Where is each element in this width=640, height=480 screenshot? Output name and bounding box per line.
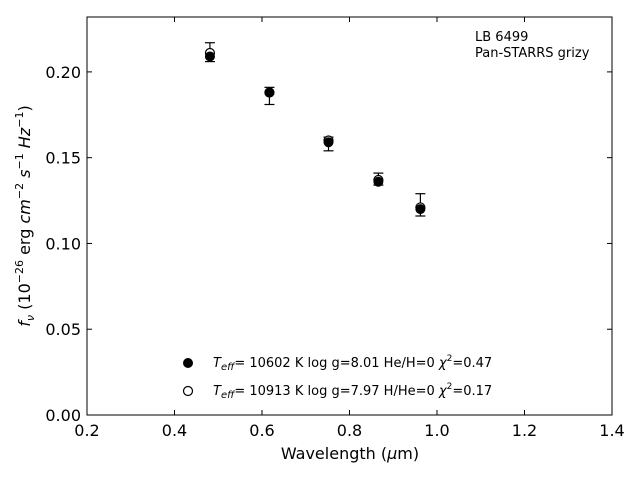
y-tick-label: 0.10 — [45, 234, 81, 253]
ticks: 0.2 0.4 0.6 0.8 1.0 1.2 1.4 0.00 0.05 0.10 0.15 0.2… — [45, 17, 625, 440]
x-tick-label: 0.2 — [74, 421, 99, 440]
x-tick-label: 0.4 — [162, 421, 187, 440]
x-tick-label: 1.2 — [512, 421, 537, 440]
y-tick-label: 0.20 — [45, 63, 81, 82]
annotation-line-2: Pan-STARRS grizy — [475, 46, 590, 61]
x-tick-label: 1.4 — [599, 421, 624, 440]
model-point-filled — [204, 51, 215, 62]
legend-entry-1: Teff= 10602 K log g=8.01 He/H=0 χ2=0.47 — [213, 354, 492, 373]
model-point-filled — [323, 137, 334, 148]
legend-marker-filled — [183, 358, 193, 368]
marks — [204, 42, 426, 217]
model-point-filled — [373, 176, 384, 187]
y-tick-label: 0.05 — [45, 320, 81, 339]
legend-marker-open — [182, 385, 194, 397]
x-tick-label: 1.0 — [424, 421, 449, 440]
y-tick-label: 0.15 — [45, 149, 81, 168]
model-point-filled — [264, 87, 275, 98]
y-axis-label: fν (10−26 erg cm−2 s−1 Hz−1) — [13, 105, 37, 326]
model-point-filled — [415, 204, 426, 215]
y-tick-label: 0.00 — [45, 406, 81, 425]
annotation-line-1: LB 6499 — [475, 30, 528, 45]
x-tick-label: 0.8 — [337, 421, 362, 440]
x-axis-label: Wavelength (μm) — [281, 444, 419, 463]
x-tick-label: 0.6 — [249, 421, 274, 440]
legend-entry-2: Teff= 10913 K log g=7.97 H/He=0 χ2=0.17 — [213, 382, 492, 401]
